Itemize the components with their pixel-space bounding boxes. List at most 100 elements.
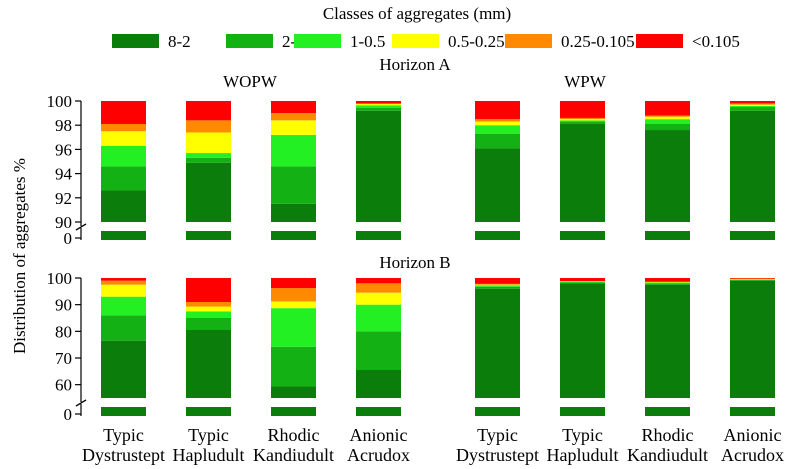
bar-segment-2_1 — [645, 123, 690, 131]
panel-2 — [475, 101, 775, 240]
y-tick-label: 80 — [55, 322, 72, 341]
bar-segment-0_5_0_25 — [560, 281, 605, 282]
category-label-line2: Acrudox — [721, 445, 784, 465]
legend-label-0: 8-2 — [168, 32, 191, 51]
y-tick-label: 60 — [55, 376, 72, 395]
bar-segment-1_0_5 — [475, 125, 520, 134]
y-tick-label: 0 — [64, 229, 73, 248]
bar-break-stub — [101, 407, 146, 416]
bar-segment-0_5_0_25 — [271, 120, 316, 135]
bar-stack-3-1 — [101, 278, 146, 416]
category-label-line2: Hapludult — [173, 445, 245, 465]
bar-break-stub — [730, 407, 775, 416]
bar-stack-1-1 — [101, 101, 146, 240]
bar-break-stub — [475, 231, 520, 240]
bar-segment-2_1 — [560, 282, 605, 284]
bar-segment-0_25_0_105 — [186, 120, 231, 133]
bar-segment-_0_105 — [730, 278, 775, 279]
bar-segment-1_0_5 — [101, 296, 146, 316]
bar-break-stub — [271, 407, 316, 416]
bar-segment-8_2 — [356, 110, 401, 222]
category-label-line2: Kandiudult — [253, 445, 334, 465]
bar-segment-0_5_0_25 — [101, 284, 146, 297]
legend-label-2: 1-0.5 — [350, 32, 385, 51]
bar-segment-0_5_0_25 — [356, 292, 401, 305]
bar-break-stub — [645, 231, 690, 240]
bar-segment-_0_105 — [101, 278, 146, 281]
y-tick-label: 0 — [64, 405, 73, 424]
bar-segment-_0_105 — [560, 278, 605, 282]
category-label-line2: Dystrustept — [456, 445, 539, 465]
bar-segment-1_0_5 — [271, 134, 316, 167]
bar-segment-0_25_0_105 — [186, 302, 231, 307]
legend-swatch-4 — [505, 34, 552, 48]
bar-stack-2-1 — [475, 101, 520, 240]
bar-segment-0_5_0_25 — [730, 104, 775, 106]
bar-segment-8_2 — [475, 288, 520, 398]
category-label-line1: Typic — [103, 425, 144, 445]
bar-segment-2_1 — [101, 315, 146, 341]
category-label-line1: Typic — [477, 425, 518, 445]
bar-segment-1_0_5 — [186, 153, 231, 158]
bar-segment-0_25_0_105 — [101, 280, 146, 285]
legend-swatch-2 — [294, 34, 341, 48]
legend-swatch-3 — [392, 34, 439, 48]
bar-segment-1_0_5 — [356, 304, 401, 332]
bar-stack-2-3 — [645, 101, 690, 240]
bar-segment-1_0_5 — [101, 145, 146, 167]
bar-segment-_0_105 — [271, 278, 316, 289]
legend-label-3: 0.5-0.25 — [448, 32, 505, 51]
bar-segment-2_1 — [186, 318, 231, 330]
bar-stack-3-3 — [271, 278, 316, 416]
bar-segment-0_5_0_25 — [645, 282, 690, 283]
bar-stack-1-3 — [271, 101, 316, 240]
bar-segment-0_25_0_105 — [645, 115, 690, 117]
y-tick-label: 90 — [55, 213, 72, 232]
panel-1: 90 92 94 96 98 100 0 — [47, 92, 401, 248]
bar-segment-8_2 — [560, 283, 605, 398]
legend-title: Classes of aggregates (mm) — [323, 4, 511, 23]
y-tick-label: 70 — [55, 349, 72, 368]
bar-segment-1_0_5 — [730, 105, 775, 108]
bar-segment-1_0_5 — [645, 119, 690, 124]
axis-break-mark — [75, 399, 87, 407]
bar-segment-0_25_0_105 — [560, 117, 605, 120]
panel-3: 60 70 80 90 100 0 — [47, 269, 401, 424]
y-tick-label: 90 — [55, 296, 72, 315]
bar-segment-2_1 — [356, 107, 401, 111]
horizon-a-title: Horizon A — [379, 55, 451, 74]
bar-stack-2-4 — [730, 101, 775, 240]
bar-segment-1_0_5 — [645, 282, 690, 284]
legend-swatch-1 — [226, 34, 273, 48]
bar-segment-_0_105 — [356, 101, 401, 104]
bar-stack-3-2 — [186, 278, 231, 416]
bar-segment-2_1 — [645, 283, 690, 285]
bar-break-stub — [560, 407, 605, 416]
bar-segment-8_2 — [101, 190, 146, 222]
bar-segment-0_5_0_25 — [101, 131, 146, 146]
bar-segment-_0_105 — [271, 101, 316, 114]
bar-segment-2_1 — [271, 346, 316, 387]
bar-segment-2_1 — [475, 286, 520, 289]
bar-segment-_0_105 — [475, 278, 520, 284]
bar-segment-_0_105 — [475, 101, 520, 120]
y-tick-label: 94 — [55, 165, 73, 184]
bar-stack-4-3 — [645, 278, 690, 416]
bar-break-stub — [271, 231, 316, 240]
bar-segment-_0_105 — [730, 101, 775, 104]
category-label-line1: Typic — [562, 425, 603, 445]
bar-segment-0_25_0_105 — [101, 123, 146, 132]
bar-segment-2_1 — [475, 133, 520, 149]
bar-segment-1_0_5 — [356, 105, 401, 108]
bar-segment-0_25_0_105 — [475, 119, 520, 122]
bar-break-stub — [645, 407, 690, 416]
category-label-line2: Acrudox — [347, 445, 410, 465]
bar-segment-1_0_5 — [271, 308, 316, 347]
bar-break-stub — [186, 231, 231, 240]
bar-break-stub — [475, 407, 520, 416]
bar-segment-0_25_0_105 — [730, 278, 775, 280]
category-label-line1: Rhodic — [642, 425, 694, 445]
bar-segment-8_2 — [356, 370, 401, 398]
x-axis-labels: TypicDystrusteptTypicHapludultRhodicKand… — [82, 425, 784, 465]
